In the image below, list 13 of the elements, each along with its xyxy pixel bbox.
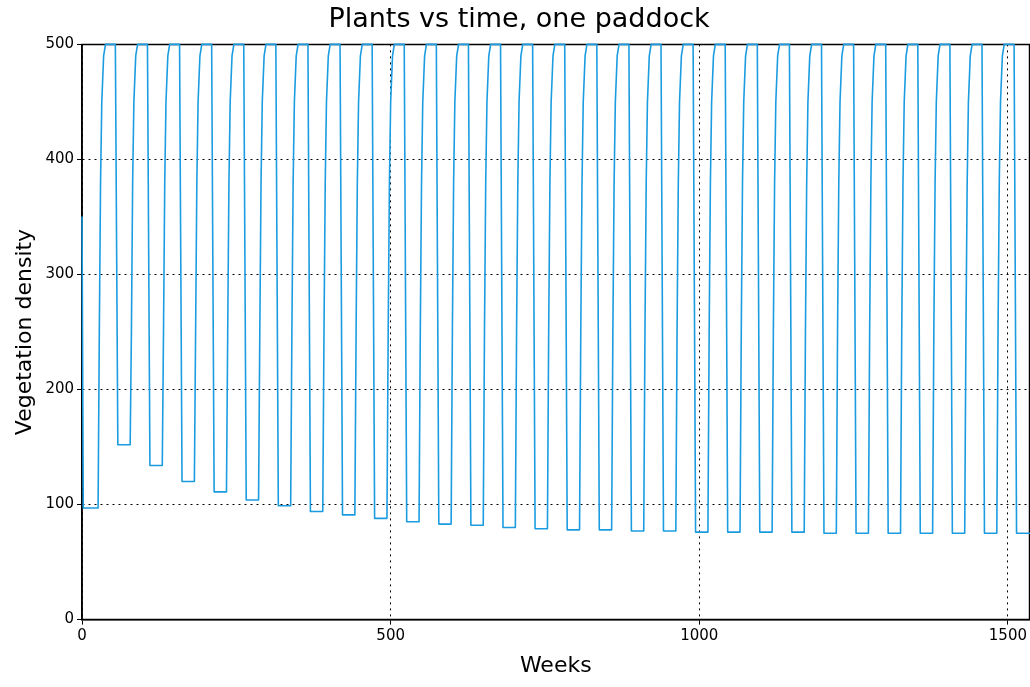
y-tick-label: 100 [45,494,75,513]
y-tick-label: 200 [45,379,75,398]
x-tick-label: 1000 [680,626,719,645]
chart-title: Plants vs time, one paddock [328,2,710,34]
x-tick-label: 1500 [988,626,1028,645]
x-tick-label: 0 [77,626,87,645]
y-tick-label: 500 [45,34,75,53]
x-tick-label: 500 [376,626,405,645]
y-tick-label: 0 [64,609,75,628]
y-tick-label: 400 [45,149,75,168]
y-axis-title: Vegetation density [10,228,36,436]
x-axis-title: Weeks [519,651,592,677]
y-tick-label: 300 [45,264,75,283]
